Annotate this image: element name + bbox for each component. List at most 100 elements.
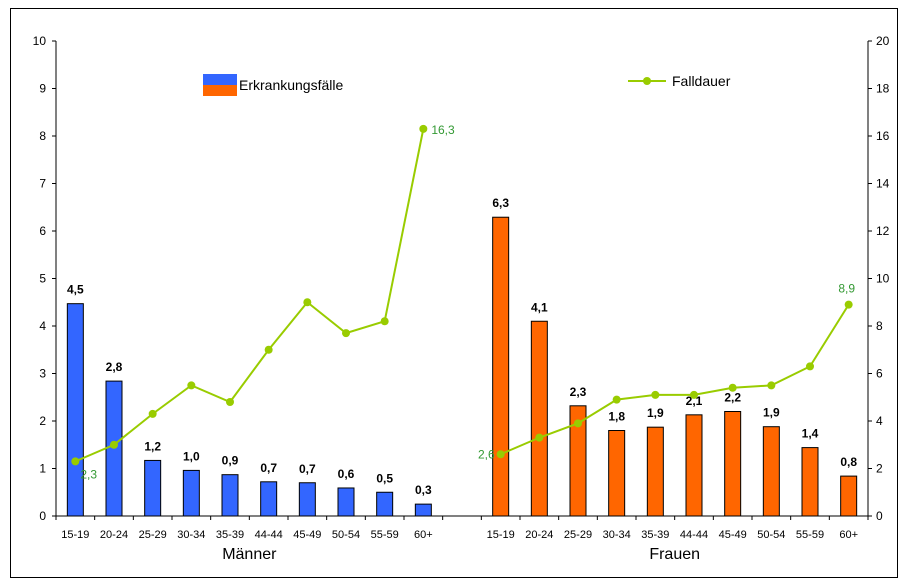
bar	[840, 475, 858, 517]
x-tick-label: 60+	[839, 529, 858, 541]
y-left-tick-label: 1	[39, 462, 46, 476]
bar	[298, 482, 316, 517]
line-value-label: 8,9	[838, 282, 855, 296]
y-right-tick-label: 2	[876, 462, 883, 476]
legend-label-erkrankungsfaelle: Erkrankungsfälle	[239, 77, 343, 93]
falldauer-point	[148, 409, 157, 418]
y-left-tick-label: 0	[39, 509, 46, 523]
y-left-tick-label: 6	[39, 224, 46, 238]
bar	[646, 426, 664, 517]
y-left-tick-label: 2	[39, 414, 46, 428]
y-right-tick-label: 12	[876, 224, 890, 238]
falldauer-point	[264, 345, 273, 354]
x-tick-label: 20-24	[525, 529, 553, 541]
x-tick-label: 44-44	[255, 529, 283, 541]
line-value-label: 2,6	[478, 447, 495, 461]
falldauer-point	[806, 362, 814, 371]
falldauer-point	[574, 419, 582, 428]
y-right-tick-label: 14	[876, 177, 890, 191]
bar	[337, 487, 355, 517]
bar-value-label: 4,5	[67, 283, 84, 297]
x-tick-label: 30-34	[603, 529, 631, 541]
falldauer-point	[728, 383, 737, 392]
falldauer-point	[612, 395, 621, 404]
y-right-tick-label: 10	[876, 272, 890, 286]
y-right-tick-label: 6	[876, 367, 883, 381]
bar-value-label: 1,0	[183, 449, 200, 463]
bar-value-label: 0,6	[338, 467, 355, 481]
bar-value-label: 1,4	[802, 427, 819, 441]
x-tick-label: 25-29	[564, 529, 592, 541]
y-right-tick-label: 18	[876, 82, 890, 96]
x-tick-label: 25-29	[139, 529, 167, 541]
legend-marker	[643, 77, 651, 85]
x-tick-label: 50-54	[757, 529, 785, 541]
x-tick-label: 44-44	[680, 529, 708, 541]
bar	[530, 320, 548, 517]
falldauer-point	[71, 457, 80, 466]
bar	[260, 481, 278, 517]
falldauer-line	[500, 304, 850, 456]
falldauer-point	[380, 317, 389, 326]
x-tick-label: 35-39	[641, 529, 669, 541]
bar	[608, 430, 626, 517]
x-tick-label: 50-54	[332, 529, 360, 541]
x-tick-label: 15-19	[487, 529, 515, 541]
x-tick-label: 20-24	[100, 529, 128, 541]
legend-label-falldauer: Falldauer	[672, 73, 731, 89]
bar-value-label: 0,7	[260, 461, 277, 475]
bar-value-label: 1,8	[608, 410, 625, 424]
bar-value-label: 0,3	[415, 483, 432, 497]
bar-value-label: 4,1	[531, 300, 548, 314]
falldauer-point	[303, 298, 312, 307]
bar	[66, 303, 84, 517]
falldauer-point	[342, 329, 350, 338]
y-left-tick-label: 3	[39, 367, 46, 381]
bar-value-label: 0,8	[840, 455, 857, 469]
bar	[376, 491, 394, 517]
x-tick-label: 60+	[414, 529, 433, 541]
bar-value-label: 2,3	[570, 385, 587, 399]
y-right-tick-label: 16	[876, 129, 890, 143]
bar-value-label: 2,8	[106, 360, 123, 374]
group-label: Männer	[222, 546, 277, 563]
bar	[762, 426, 780, 517]
bar-value-label: 0,9	[222, 454, 239, 468]
group-label: Frauen	[649, 546, 700, 563]
falldauer-point	[226, 398, 234, 406]
y-right-tick-label: 4	[876, 414, 883, 428]
bar	[724, 411, 742, 517]
line-value-label: 2,3	[80, 467, 97, 481]
bar	[685, 414, 703, 517]
legend-swatch-orange	[203, 85, 237, 96]
x-tick-label: 35-39	[216, 529, 244, 541]
bar	[569, 405, 587, 517]
y-right-tick-label: 20	[876, 34, 890, 48]
bar-value-label: 1,9	[647, 406, 664, 420]
falldauer-point	[535, 433, 544, 442]
bar-value-label: 0,5	[376, 471, 393, 485]
y-right-tick-label: 8	[876, 319, 883, 333]
y-right-tick-label: 0	[876, 509, 883, 523]
falldauer-point	[187, 381, 196, 390]
y-left-tick-label: 9	[39, 82, 46, 96]
bar	[801, 447, 819, 517]
bar-value-label: 2,1	[686, 394, 703, 408]
falldauer-line	[74, 128, 425, 463]
x-tick-label: 30-34	[177, 529, 205, 541]
x-tick-label: 45-49	[719, 529, 747, 541]
y-left-tick-label: 4	[39, 319, 46, 333]
falldauer-point	[110, 440, 118, 449]
bar-value-label: 1,9	[763, 406, 780, 420]
falldauer-point	[767, 381, 776, 390]
bar-value-label: 6,3	[492, 196, 509, 210]
falldauer-point	[651, 390, 660, 399]
x-tick-label: 45-49	[293, 529, 321, 541]
y-left-tick-label: 10	[33, 34, 47, 48]
x-tick-label: 55-59	[796, 529, 824, 541]
legend-swatch-blue	[203, 74, 237, 85]
bar-value-label: 1,2	[144, 439, 161, 453]
chart: 012345678910024681012141618204,515-192,8…	[33, 34, 890, 563]
bar	[221, 474, 239, 517]
bar-value-label: 2,2	[724, 391, 741, 405]
